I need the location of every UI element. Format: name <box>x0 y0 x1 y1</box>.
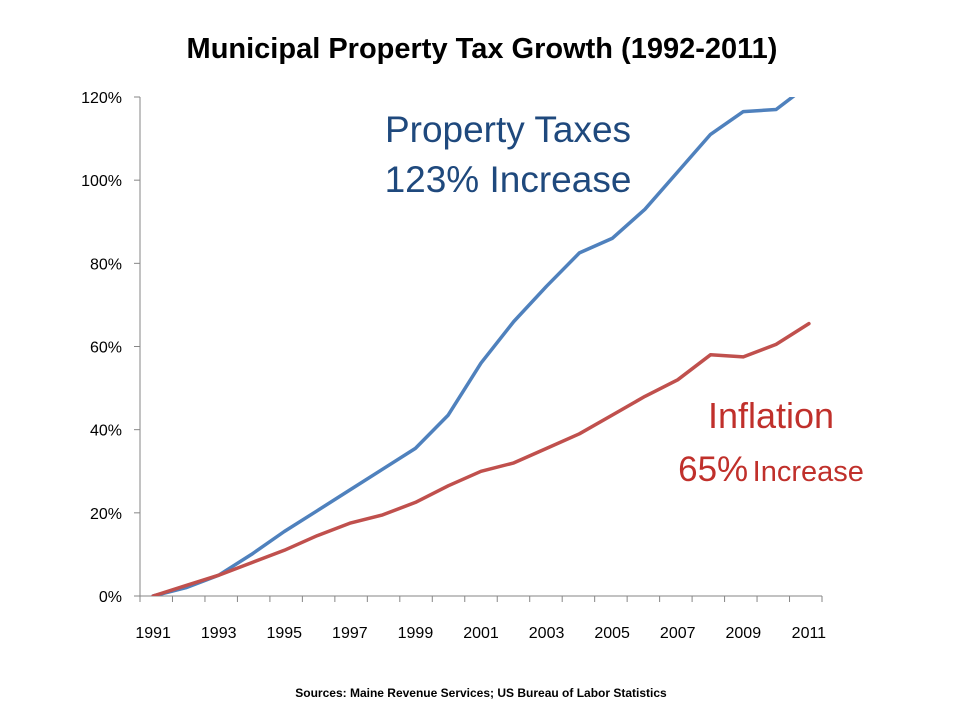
source-note: Sources: Maine Revenue Services; US Bure… <box>295 686 667 700</box>
inflation-increase: 65% Increase <box>678 450 864 489</box>
x-tick-label: 1995 <box>266 625 302 642</box>
y-ticks: 0% 20% 40% 60% 80% 100% 120% <box>81 90 140 606</box>
y-tick-label: 40% <box>90 423 122 440</box>
x-tick-label: 2001 <box>463 625 499 642</box>
y-tick-label: 100% <box>81 173 122 190</box>
y-tick-label: 0% <box>99 589 122 606</box>
x-tick-label: 2005 <box>594 625 630 642</box>
x-tick-label: 1993 <box>201 625 237 642</box>
inflation-line <box>151 321 811 596</box>
inflation-increase-word: Increase <box>753 456 864 488</box>
x-tick-label: 2003 <box>529 625 565 642</box>
y-tick-label: 20% <box>90 506 122 523</box>
inflation-label: Inflation <box>708 395 834 436</box>
y-tick-label: 80% <box>90 256 122 273</box>
x-tick-label: 2007 <box>660 625 696 642</box>
x-tick-label: 1991 <box>135 625 171 642</box>
inflation-annotation: Inflation 65% Increase <box>678 395 864 489</box>
property-taxes-increase-word: Increase <box>490 159 632 200</box>
y-tick-label: 120% <box>81 90 122 107</box>
property-taxes-line <box>151 97 796 596</box>
inflation-percent: 65% <box>678 450 748 489</box>
x-tick-label: 2009 <box>726 625 762 642</box>
property-taxes-increase: 123% Increase <box>385 159 632 200</box>
y-tick-label: 60% <box>90 340 122 357</box>
x-ticks: 1991 1993 1995 1997 1999 2001 2003 2005 2007 2009… <box>135 596 826 642</box>
property-taxes-annotation: Property Taxes 123% Increase <box>385 109 632 200</box>
property-taxes-label: Property Taxes <box>385 109 631 150</box>
x-tick-label: 1997 <box>332 625 368 642</box>
series-group <box>151 97 811 596</box>
property-taxes-percent: 123% <box>385 159 480 200</box>
x-tick-label: 2011 <box>792 625 827 642</box>
x-tick-label: 1999 <box>398 625 434 642</box>
chart-title: Municipal Property Tax Growth (1992-2011… <box>187 33 778 65</box>
